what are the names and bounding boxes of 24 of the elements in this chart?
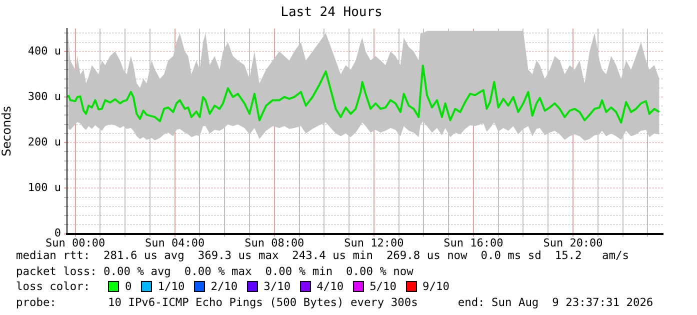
y-axis-title: Seconds <box>0 106 14 156</box>
text: 4/10 <box>316 279 344 294</box>
text: 2/10 <box>210 279 238 294</box>
x-tick-label: Sun 04:00 <box>145 236 205 250</box>
text: 1/10 <box>158 279 185 294</box>
y-tick-label: 200 u <box>28 135 61 148</box>
text: probe: <box>16 294 58 310</box>
y-tick-label: 100 u <box>28 181 61 194</box>
x-tick-label: Sun 08:00 <box>244 236 304 250</box>
text: 5/10 <box>370 279 397 294</box>
text: packet loss: 0.00 % avg 0.00 % max 0.00 % min 0.00 % now <box>16 264 414 279</box>
text: 9/10 <box>422 279 450 294</box>
text: loss color: <box>16 279 92 294</box>
text: 3/10 <box>264 279 291 294</box>
text: 10 IPv6-ICMP Echo Pings (500 Bytes) every 300s <box>108 294 418 310</box>
text: median rtt: 281.6 us avg 369.3 us max 243.4 us min 269.8 us now 0.0 ms sd 15.2 am/s <box>16 248 629 264</box>
x-tick-label: Sun 16:00 <box>444 236 504 250</box>
x-tick-label: Sun 12:00 <box>344 236 404 250</box>
chart-title: Last 24 Hours <box>280 5 382 20</box>
text: 0 <box>125 279 132 294</box>
x-tick-label: Sun 20:00 <box>543 236 603 250</box>
y-tick-label: 300 u <box>28 90 61 103</box>
y-tick-label: 400 u <box>28 44 61 58</box>
text: end: Sun Aug 9 23:37:31 2026 <box>458 294 654 310</box>
